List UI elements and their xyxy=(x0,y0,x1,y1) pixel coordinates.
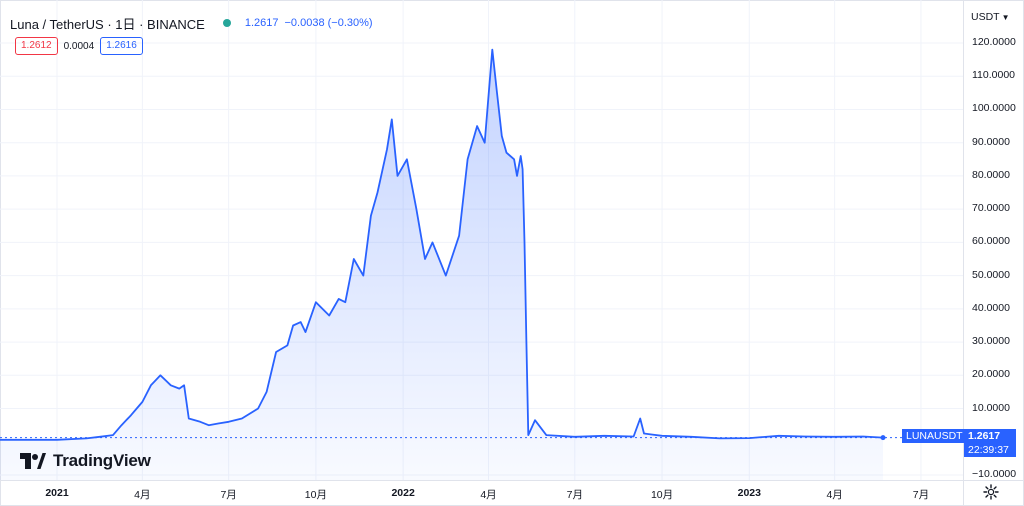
time-tick-label: 10月 xyxy=(650,489,674,501)
time-tick-label: 2022 xyxy=(391,487,415,499)
last-price-tag: 1.2617 22:39:37 xyxy=(964,429,1016,457)
time-tick-label: 7月 xyxy=(566,489,583,501)
price-tick-label: 30.0000 xyxy=(972,335,1010,348)
time-tick-label: 7月 xyxy=(912,489,930,501)
price-tick-label: 100.0000 xyxy=(972,102,1016,115)
time-tick-label: 4月 xyxy=(480,489,497,501)
chevron-down-icon: ▼ xyxy=(1001,13,1010,22)
price-tick-label: 10.0000 xyxy=(972,401,1010,414)
price-tick-label: 110.0000 xyxy=(972,69,1016,82)
price-tick-label: 60.0000 xyxy=(972,235,1010,248)
brand-name: TradingView xyxy=(53,451,151,470)
last-price-value: 1.2617 xyxy=(968,430,1001,442)
price-scale-divider xyxy=(963,0,964,506)
price-line xyxy=(0,48,884,441)
legend-price-change: −0.0038 (−0.30%) xyxy=(284,17,373,29)
bar-countdown: 22:39:37 xyxy=(968,444,1009,456)
price-tick-label: 120.0000 xyxy=(972,36,1016,48)
ask-button[interactable]: 1.2616 xyxy=(100,37,143,55)
price-tick-label: 70.0000 xyxy=(972,202,1010,215)
quote-panel: 1.2612 0.0004 1.2616 xyxy=(15,37,143,55)
price-tick-label: −10.0000 xyxy=(972,468,1017,480)
tradingview-logo-icon xyxy=(20,453,46,469)
time-tick-label: 2021 xyxy=(45,487,69,499)
time-tick-label: 4月 xyxy=(134,489,151,501)
time-tick-label: 7月 xyxy=(220,489,237,501)
time-scale-divider xyxy=(0,480,1024,481)
price-tick-label: 20.0000 xyxy=(972,368,1010,381)
price-tick-label: 90.0000 xyxy=(972,135,1010,148)
time-tick-label: 4月 xyxy=(826,489,843,501)
chart-plot-area[interactable] xyxy=(0,0,963,480)
time-tick-label: 10月 xyxy=(304,489,327,501)
bid-button[interactable]: 1.2612 xyxy=(15,37,58,55)
market-status-dot-icon xyxy=(222,19,231,27)
price-tick-label: 50.0000 xyxy=(972,268,1010,281)
settings-gear-icon[interactable] xyxy=(983,484,999,500)
currency-label: USDT xyxy=(971,11,1000,23)
legend-last-price: 1.2617 xyxy=(244,17,279,29)
currency-selector[interactable]: USDT ▼ xyxy=(971,11,1010,23)
last-price-dot xyxy=(880,435,886,441)
symbol-tag: LUNAUSDT xyxy=(902,429,967,443)
price-tick-label: 80.0000 xyxy=(972,168,1010,181)
time-tick-label: 2023 xyxy=(737,487,761,499)
spread-value: 0.0004 xyxy=(63,40,95,52)
tradingview-brand[interactable]: TradingView xyxy=(20,451,151,471)
symbol-legend[interactable]: Luna / TetherUS · 1日 · BINANCE 1.2617 −0… xyxy=(10,12,373,34)
symbol-title[interactable]: Luna / TetherUS · 1日 · BINANCE xyxy=(10,16,205,32)
price-tick-label: 40.0000 xyxy=(972,301,1010,314)
